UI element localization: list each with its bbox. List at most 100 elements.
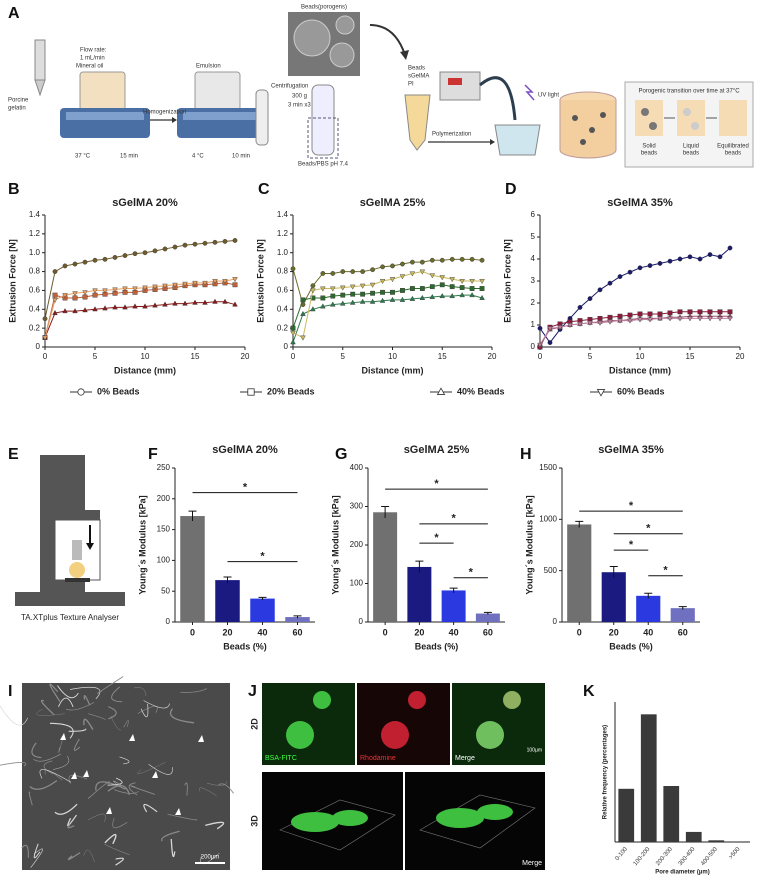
- y-tick-label: 1.2: [29, 229, 41, 238]
- marker: [400, 261, 405, 267]
- marker: [132, 286, 138, 292]
- chart-title: sGelMA 20%: [112, 197, 178, 209]
- chart-title: sGelMA 35%: [607, 197, 673, 209]
- bar: [640, 714, 657, 842]
- marker: [222, 279, 228, 285]
- marker: [162, 283, 168, 289]
- fiber: [169, 708, 195, 724]
- chart-title: sGelMA 35%: [598, 444, 664, 456]
- fiber: [104, 843, 130, 856]
- probe: [72, 540, 82, 560]
- marker: [102, 288, 108, 294]
- bead: [641, 108, 649, 116]
- marker: [637, 265, 643, 271]
- x-tick-label: 60: [678, 627, 688, 637]
- marker: [349, 284, 356, 290]
- y-axis-label: Relative frequency (percentages): [603, 725, 609, 819]
- fiber: [205, 821, 225, 830]
- marker: [647, 263, 653, 268]
- marker: [162, 301, 168, 307]
- stage: [635, 100, 663, 136]
- arrow-head: [400, 50, 409, 60]
- bead: [286, 721, 314, 749]
- marker: [62, 293, 68, 299]
- marker: [369, 282, 376, 288]
- scaffold: [559, 100, 617, 159]
- y-tick-label: 0: [359, 617, 364, 626]
- x-tick-label: 40: [643, 627, 653, 637]
- marker: [557, 325, 563, 331]
- bead: [580, 139, 586, 145]
- marker: [727, 245, 733, 251]
- fiber: [143, 803, 158, 813]
- y-tick-label: 100: [350, 579, 364, 588]
- marker: [657, 260, 663, 266]
- x-tick-label: 300-400: [678, 846, 697, 867]
- marker: [469, 256, 475, 262]
- x-tick-label: 200-300: [655, 846, 674, 867]
- channel-label: Merge: [522, 860, 542, 867]
- x-tick-label: 40: [449, 627, 459, 637]
- fiber: [170, 838, 176, 858]
- y-tick-label: 1.2: [277, 229, 289, 238]
- y-axis-label: Young´s Modulus [kPa]: [137, 495, 147, 594]
- label: Solid: [642, 144, 655, 150]
- y-tick-label: 500: [544, 566, 558, 575]
- marker: [52, 297, 58, 303]
- fiber: [111, 686, 123, 703]
- x-tick-label: 20: [222, 627, 232, 637]
- y-tick-label: 1.0: [277, 248, 289, 257]
- bar: [636, 595, 661, 622]
- beaker: [79, 71, 126, 111]
- marker: [222, 238, 228, 244]
- marker: [290, 339, 296, 345]
- marker: [92, 257, 98, 263]
- hot-plate-top: [66, 112, 144, 120]
- bead: [476, 721, 504, 749]
- fiber: [123, 720, 129, 728]
- marker: [436, 387, 446, 395]
- fiber: [88, 713, 106, 721]
- channel-label: Merge: [455, 755, 475, 762]
- marker: [72, 295, 78, 301]
- marker: [72, 291, 78, 297]
- marker: [380, 289, 385, 295]
- marker: [459, 285, 465, 290]
- marker: [677, 316, 683, 322]
- significance-label: *: [434, 478, 439, 490]
- bar: [373, 512, 398, 622]
- stage: [719, 100, 747, 136]
- marker: [657, 316, 663, 322]
- fiber: [206, 781, 227, 786]
- marker: [707, 252, 713, 258]
- marker: [62, 263, 68, 269]
- hot-plate-top: [183, 112, 261, 120]
- marker: [479, 279, 485, 285]
- marker: [597, 287, 603, 293]
- marker: [300, 297, 306, 303]
- label: gelatin: [8, 106, 26, 112]
- marker: [82, 259, 88, 265]
- y-tick-label: 1.0: [29, 248, 41, 257]
- significance-label: *: [469, 567, 474, 579]
- panel-letter: I: [8, 683, 12, 700]
- bead: [293, 19, 331, 57]
- bar: [601, 572, 626, 622]
- marker: [667, 316, 673, 322]
- bar: [215, 580, 240, 622]
- marker: [132, 303, 138, 309]
- significance-label: *: [646, 523, 651, 535]
- marker: [617, 318, 623, 324]
- marker: [122, 253, 128, 258]
- fiber: [113, 789, 139, 794]
- marker: [202, 240, 208, 246]
- marker: [202, 280, 208, 286]
- label: PI: [408, 82, 414, 88]
- panel-letter: D: [505, 181, 517, 198]
- x-tick-label: 0: [383, 627, 388, 637]
- marker: [182, 242, 188, 248]
- fiber: [21, 844, 29, 858]
- y-tick-label: 0.2: [29, 323, 41, 332]
- fiber: [143, 700, 170, 709]
- y-tick-label: 0.4: [29, 304, 41, 313]
